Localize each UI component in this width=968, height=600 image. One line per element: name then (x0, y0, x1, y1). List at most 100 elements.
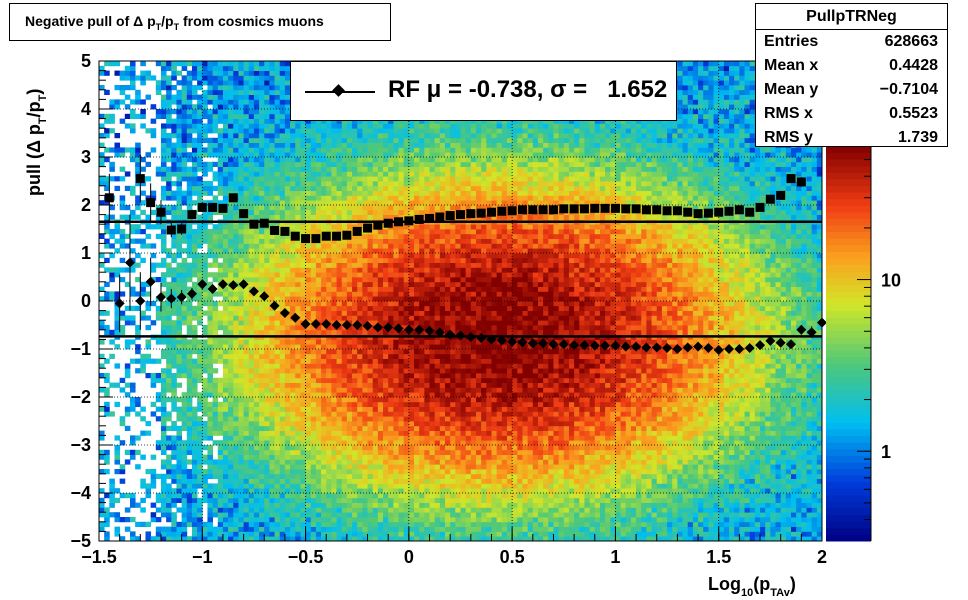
heat-cell (233, 262, 239, 268)
heat-cell (321, 267, 327, 273)
heat-cell (228, 118, 234, 124)
heat-cell (295, 205, 301, 211)
heat-cell (295, 310, 301, 316)
heat-cell (248, 152, 255, 158)
heat-cell (135, 75, 141, 81)
heat-cell (129, 113, 136, 119)
heat-cell (233, 536, 239, 542)
heat-cell (315, 166, 322, 172)
heat-cell (217, 286, 224, 292)
heat-cell (222, 358, 229, 364)
heat-cell (326, 502, 332, 508)
heat-cell (124, 123, 131, 129)
heat-cell (264, 248, 270, 254)
heat-cell (336, 406, 343, 412)
heat-cell (290, 310, 296, 316)
heat-cell (207, 142, 214, 148)
heat-cell (290, 344, 296, 350)
heat-cell (233, 521, 239, 527)
heat-cell (326, 176, 332, 182)
heat-cell (135, 449, 141, 455)
heat-cell (310, 416, 317, 422)
heat-cell (357, 286, 363, 292)
heat-cell (233, 152, 239, 158)
heat-cell (279, 521, 286, 527)
heat-cell (398, 382, 405, 388)
heat-cell (166, 80, 172, 86)
heat-cell (357, 397, 363, 403)
heat-cell (372, 425, 379, 431)
heat-cell (238, 517, 244, 523)
heat-cell (331, 440, 337, 446)
heat-cell (398, 449, 405, 455)
heat-cell (243, 397, 250, 403)
heat-cell (341, 205, 348, 211)
heat-cell (248, 526, 255, 532)
heat-cell (300, 128, 306, 134)
heat-cell (284, 478, 291, 484)
heat-cell (310, 373, 317, 379)
heat-cell (388, 373, 394, 379)
heat-cell (274, 296, 281, 302)
heat-cell (326, 272, 332, 278)
heat-cell (243, 521, 250, 527)
heat-cell (238, 61, 244, 67)
heat-cell (393, 469, 399, 475)
heat-cell (362, 502, 368, 508)
heat-cell (274, 209, 281, 215)
heat-cell (284, 497, 291, 503)
heat-cell (326, 425, 332, 431)
heat-cell (135, 152, 141, 158)
heat-cell (186, 416, 193, 422)
heat-cell (362, 142, 368, 148)
heat-cell (362, 253, 368, 259)
heat-cell (388, 176, 394, 182)
heat-cell (279, 353, 286, 359)
heat-cell (264, 75, 270, 81)
heat-cell (315, 469, 322, 475)
heat-cell (259, 382, 265, 388)
heat-cell (290, 507, 296, 513)
heat-cell (367, 257, 374, 263)
heat-cell (346, 454, 353, 460)
heat-cell (383, 301, 389, 307)
heat-cell (315, 171, 322, 177)
heat-cell (269, 339, 275, 345)
heat-cell (336, 521, 343, 527)
heat-cell (238, 478, 244, 484)
heat-cell (191, 89, 198, 95)
heat-cell (166, 195, 172, 201)
heat-cell (284, 243, 291, 249)
heat-cell (248, 113, 255, 119)
heat-cell (367, 296, 374, 302)
heat-cell (191, 440, 198, 446)
heat-cell (166, 137, 172, 143)
heat-cell (315, 248, 322, 254)
heat-cell (362, 339, 368, 345)
heat-cell (202, 430, 208, 436)
heat-cell (181, 478, 188, 484)
heat-cell (176, 94, 183, 100)
heat-cell (341, 238, 348, 244)
heat-cell (341, 200, 348, 206)
heat-cell (310, 449, 317, 455)
heat-cell (388, 267, 394, 273)
heat-cell (305, 310, 312, 316)
heat-cell (398, 161, 405, 167)
heat-cell (310, 281, 317, 287)
heat-cell (264, 473, 270, 479)
heat-cell (160, 176, 167, 182)
heat-cell (284, 469, 291, 475)
heat-cell (140, 229, 146, 235)
heat-cell (228, 526, 234, 532)
heat-cell (171, 358, 177, 364)
heat-cell (140, 310, 146, 316)
heat-cell (109, 339, 115, 345)
heat-cell (243, 344, 250, 350)
heat-cell (357, 209, 363, 215)
heat-cell (160, 166, 167, 172)
heat-cell (295, 502, 301, 508)
heat-cell (114, 320, 121, 326)
heat-cell (284, 320, 291, 326)
heat-cell (259, 363, 265, 369)
